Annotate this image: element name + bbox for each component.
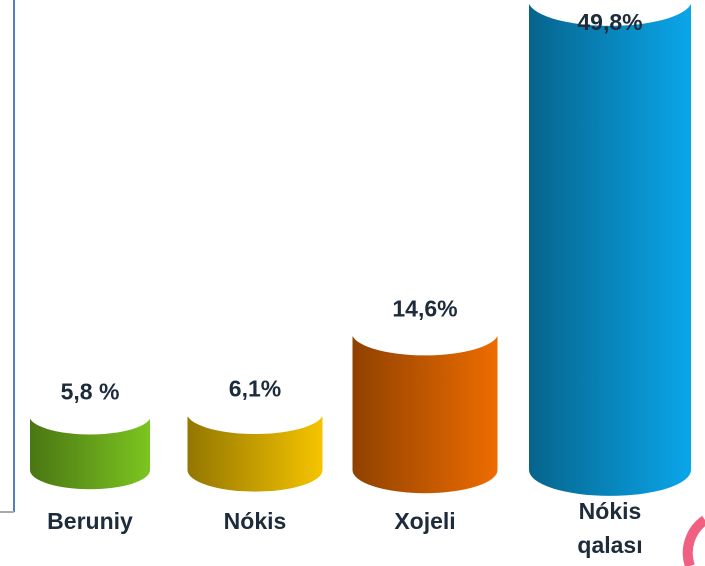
- value-label: 14,6%: [392, 295, 457, 321]
- category-label: Nókis qalası: [577, 498, 643, 558]
- bar: [352, 332, 498, 494]
- value-label: 6,1%: [229, 376, 281, 402]
- bar: [30, 415, 150, 490]
- bar-top: [186, 390, 324, 435]
- decoration: [682, 515, 705, 566]
- category-label: Beruniy: [47, 508, 133, 534]
- value-label: 49,8%: [577, 9, 642, 35]
- bar: [187, 412, 323, 492]
- bar-top: [351, 309, 499, 356]
- category-label: Xojeli: [394, 508, 456, 534]
- bar-top: [29, 396, 151, 435]
- category-label: Nókis: [223, 508, 287, 534]
- bar-top: [528, 0, 692, 26]
- value-label: 5,8 %: [61, 378, 120, 404]
- bar: [529, 0, 691, 496]
